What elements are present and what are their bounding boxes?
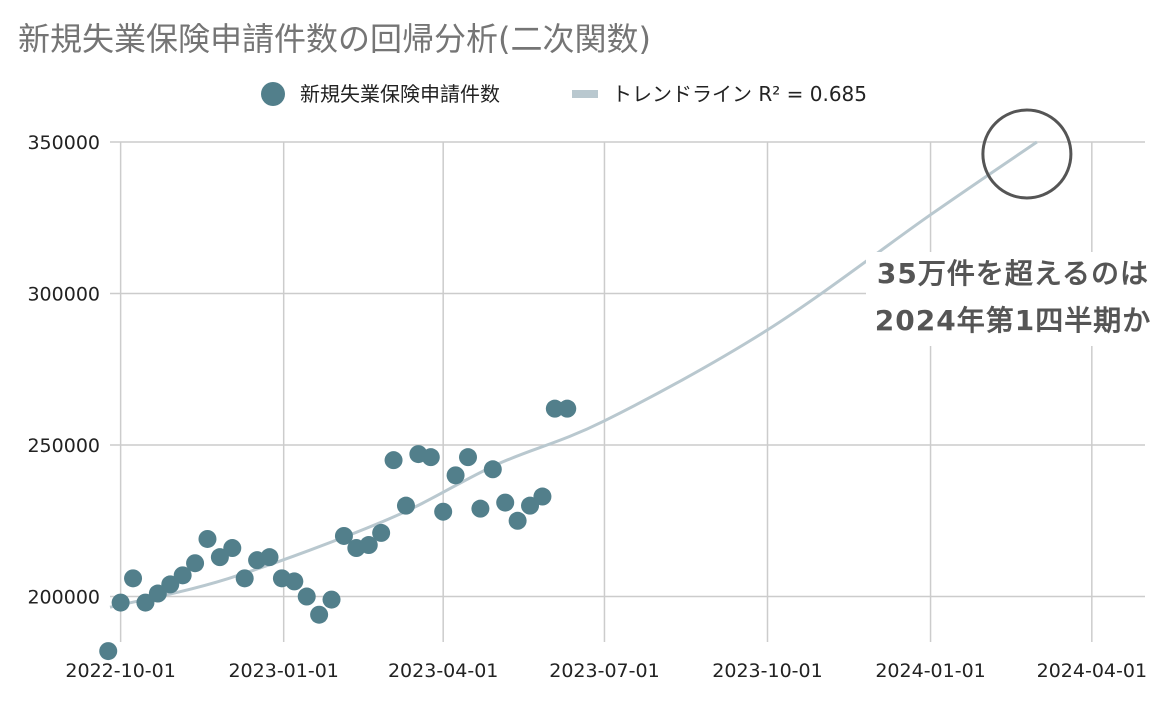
data-point bbox=[496, 493, 515, 512]
data-point bbox=[210, 548, 229, 567]
y-tick-label: 300000 bbox=[27, 284, 100, 306]
data-point bbox=[384, 451, 403, 470]
data-point bbox=[99, 642, 118, 661]
x-tick-label: 2024-04-01 bbox=[1037, 660, 1147, 682]
scatter-points bbox=[99, 399, 577, 661]
data-point bbox=[396, 496, 415, 515]
legend: 新規失業保険申請件数 トレンドライン R² = 0.685 bbox=[261, 82, 867, 106]
data-point bbox=[558, 399, 577, 418]
data-point bbox=[421, 448, 440, 467]
x-tick-label: 2023-10-01 bbox=[712, 660, 822, 682]
x-tick-label: 2023-07-01 bbox=[549, 660, 659, 682]
data-point bbox=[136, 593, 155, 612]
annotation-background bbox=[866, 252, 1164, 346]
data-point bbox=[161, 575, 180, 594]
y-axis-labels: 200000 250000 300000 350000 bbox=[27, 132, 100, 609]
trendline-layer bbox=[109, 140, 1038, 609]
data-point bbox=[372, 523, 391, 542]
annotation-circle bbox=[981, 108, 1073, 200]
legend-label-trendline: トレンドライン R² = 0.685 bbox=[612, 82, 867, 106]
data-point bbox=[223, 539, 242, 558]
data-point bbox=[359, 536, 378, 555]
data-point bbox=[186, 554, 205, 573]
data-point bbox=[285, 572, 304, 591]
data-point bbox=[260, 548, 279, 567]
legend-marker-scatter bbox=[261, 82, 285, 106]
x-tick-label: 2023-01-01 bbox=[228, 660, 338, 682]
data-point bbox=[483, 460, 502, 479]
trendline bbox=[109, 140, 1038, 609]
data-point bbox=[458, 448, 477, 467]
data-point bbox=[148, 584, 167, 603]
data-point bbox=[297, 587, 316, 606]
x-tick-label: 2023-04-01 bbox=[388, 660, 498, 682]
data-point bbox=[446, 466, 465, 485]
y-tick-label: 350000 bbox=[27, 132, 100, 154]
legend-marker-trendline bbox=[572, 90, 598, 98]
y-tick-label: 200000 bbox=[27, 587, 100, 609]
x-tick-label: 2024-01-01 bbox=[875, 660, 985, 682]
data-point bbox=[334, 526, 353, 545]
gridlines bbox=[110, 141, 1145, 642]
annotation-text-line-2: 2024年第1四半期か bbox=[875, 304, 1151, 337]
data-point bbox=[235, 569, 254, 588]
chart-title: 新規失業保険申請件数の回帰分析(二次関数) bbox=[18, 20, 651, 58]
data-point bbox=[310, 605, 329, 624]
data-point bbox=[471, 499, 490, 518]
legend-label-scatter: 新規失業保険申請件数 bbox=[300, 82, 500, 106]
x-axis-labels: 2022-10-01 2023-01-01 2023-04-01 2023-07-01… bbox=[65, 660, 1147, 682]
data-point bbox=[173, 566, 192, 585]
x-tick-label: 2022-10-01 bbox=[65, 660, 175, 682]
data-point bbox=[434, 502, 453, 521]
data-point bbox=[508, 511, 527, 530]
data-point bbox=[545, 399, 564, 418]
annotation-text-line-1: 35万件を超えるのは bbox=[877, 257, 1149, 290]
data-point bbox=[198, 529, 217, 548]
data-point bbox=[533, 487, 552, 506]
data-point bbox=[521, 496, 540, 515]
annotation-layer: 35万件を超えるのは 2024年第1四半期か bbox=[866, 108, 1164, 346]
y-tick-label: 250000 bbox=[27, 435, 100, 457]
data-point bbox=[111, 593, 130, 612]
data-point bbox=[124, 569, 143, 588]
data-point bbox=[322, 590, 341, 609]
